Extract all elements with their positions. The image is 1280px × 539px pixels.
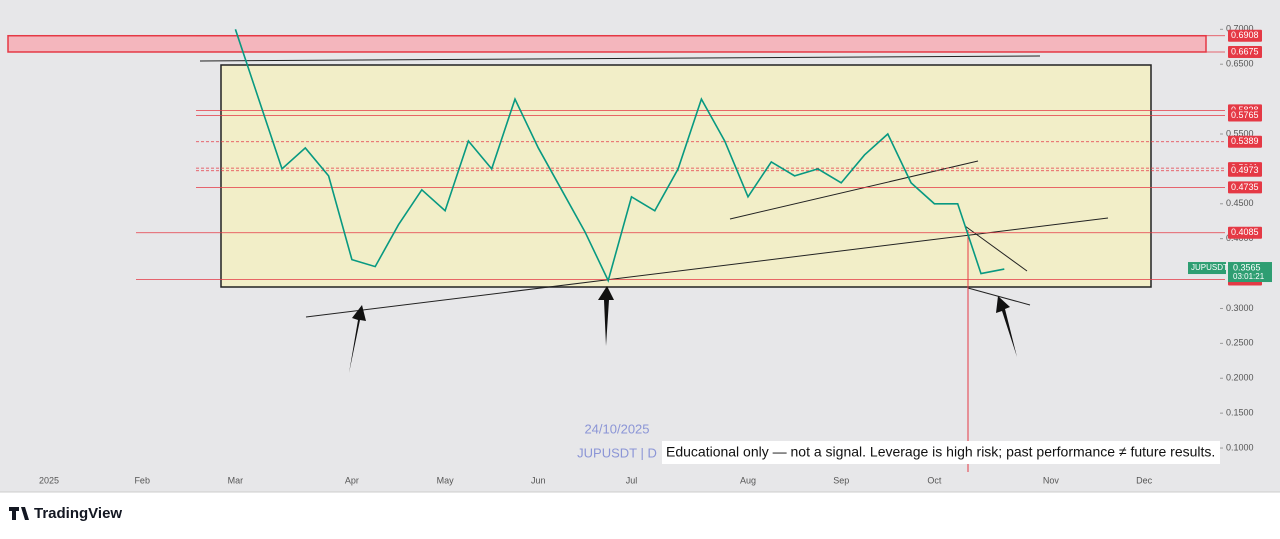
arrow [349,305,366,373]
level-tag [1228,109,1262,122]
level-tag [1228,181,1262,194]
date-watermark: 24/10/2025 [584,421,649,436]
x-tick-label: Aug [740,475,756,485]
level-tag [1228,29,1262,42]
arrow [996,296,1017,357]
y-tick-label: 0.4500 [1226,198,1254,208]
note-box [662,441,1220,464]
y-tick-label: 0.6500 [1226,59,1254,69]
x-tick-label: Sep [833,475,849,485]
level-tag [1228,164,1262,177]
x-tick-label: Nov [1043,475,1060,485]
x-tick-label: 2025 [39,475,59,485]
x-tick-label: Apr [345,475,359,485]
x-tick-label: Dec [1136,475,1153,485]
last-price-label: 0.3565 [1233,262,1261,272]
x-tick-label: Jun [531,475,546,485]
symbol-watermark: JUPUSDT | D [577,445,657,460]
level-tag [1228,135,1262,148]
note: Educational only — not a signal. Leverag… [666,444,1215,460]
y-tick-label: 0.1500 [1226,408,1254,418]
level-label: 0.6908 [1231,30,1259,40]
trend-line [199,55,1041,62]
y-tick-label: 0.2500 [1226,338,1254,348]
y-tick-label: 0.5500 [1226,128,1254,138]
symbol-label: JUPUSDT [1191,263,1228,272]
x-tick-label: Mar [228,475,244,485]
zone [7,34,1207,53]
level-tag [1228,226,1262,239]
arrow [598,286,614,346]
level-label: 0.6675 [1231,46,1259,56]
level-label: 0.4085 [1231,227,1259,237]
level-label: 0.5389 [1231,136,1259,146]
y-tick-label: 0.7000 [1226,24,1254,34]
level-label: 0.4973 [1231,165,1259,175]
level-tag [1228,45,1262,58]
y-tick-label: 0.3000 [1226,303,1254,313]
range-box [220,64,1152,288]
trend-line [967,287,1031,306]
price-line [234,29,1005,283]
trend-line [305,217,1109,318]
x-tick-label: Jul [626,475,638,485]
x-tick-label: Oct [927,475,942,485]
brand: TradingView [34,505,122,522]
last-price-tag [1228,262,1272,283]
x-tick-label: May [437,475,455,485]
symbol-tag [1188,262,1226,275]
trend-line [964,225,1028,272]
countdown: 03:01:21 [1233,272,1265,281]
level-label: 0.5765 [1231,110,1259,120]
y-tick-label: 0.1000 [1226,442,1254,452]
brand-logo [9,507,29,520]
y-tick-label: 0.2000 [1226,373,1254,383]
x-tick-label: Feb [134,475,150,485]
level-label: 0.4735 [1231,182,1259,192]
